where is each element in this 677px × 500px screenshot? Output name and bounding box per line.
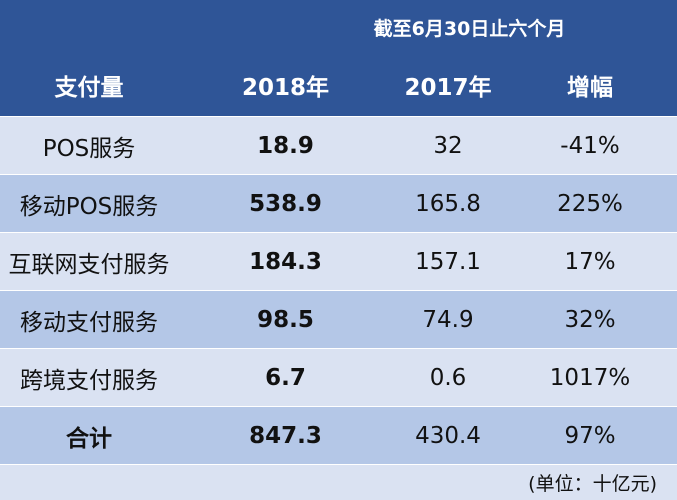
footer: (单位：十亿元) <box>0 464 677 500</box>
col-header: 2018年 <box>241 75 329 101</box>
table-header: 截至6月30日止六个月 支付量 2018年 2017年 增幅 <box>0 0 677 116</box>
table-row: 互联网支付服务 184.3 157.1 17% <box>0 232 677 290</box>
table-cell: 移动POS服务 <box>19 193 159 220</box>
table-cell: 98.5 <box>257 306 314 333</box>
period-title: 截至6月30日止六个月 <box>373 18 566 40</box>
unit-note: (单位：十亿元) <box>528 473 657 495</box>
table-cell: 538.9 <box>249 190 322 217</box>
table-row: POS服务 18.9 32 -41% <box>0 116 677 174</box>
table-cell: 225% <box>557 190 623 217</box>
table-cell: -41% <box>560 132 620 159</box>
table-cell: 0.6 <box>429 364 467 391</box>
table-cell: 184.3 <box>249 248 322 275</box>
table-cell: 跨境支付服务 <box>20 367 158 394</box>
table-cell: 32% <box>564 306 616 333</box>
table-row: 移动POS服务 538.9 165.8 225% <box>0 174 677 232</box>
table-row: 合计 847.3 430.4 97% <box>0 406 677 464</box>
col-header: 2017年 <box>404 75 492 101</box>
table-cell: 17% <box>564 248 616 275</box>
table-cell: 合计 <box>66 425 112 452</box>
table-cell: 74.9 <box>422 306 474 333</box>
table-cell: 430.4 <box>415 422 481 449</box>
table-cell: 移动支付服务 <box>20 309 158 336</box>
col-header: 支付量 <box>54 75 124 101</box>
table-cell: 6.7 <box>265 364 306 391</box>
table-row: 跨境支付服务 6.7 0.6 1017% <box>0 348 677 406</box>
table-cell: 157.1 <box>415 248 481 275</box>
table-cell: 互联网支付服务 <box>8 251 170 278</box>
table-cell: POS服务 <box>42 135 136 162</box>
table-cell: 847.3 <box>249 422 322 449</box>
table-cell: 97% <box>564 422 616 449</box>
table-cell: 18.9 <box>257 132 314 159</box>
table-cell: 165.8 <box>415 190 481 217</box>
table-cell: 1017% <box>549 364 631 391</box>
col-header: 增幅 <box>567 75 613 101</box>
table-cell: 32 <box>433 132 463 159</box>
table-row: 移动支付服务 98.5 74.9 32% <box>0 290 677 348</box>
